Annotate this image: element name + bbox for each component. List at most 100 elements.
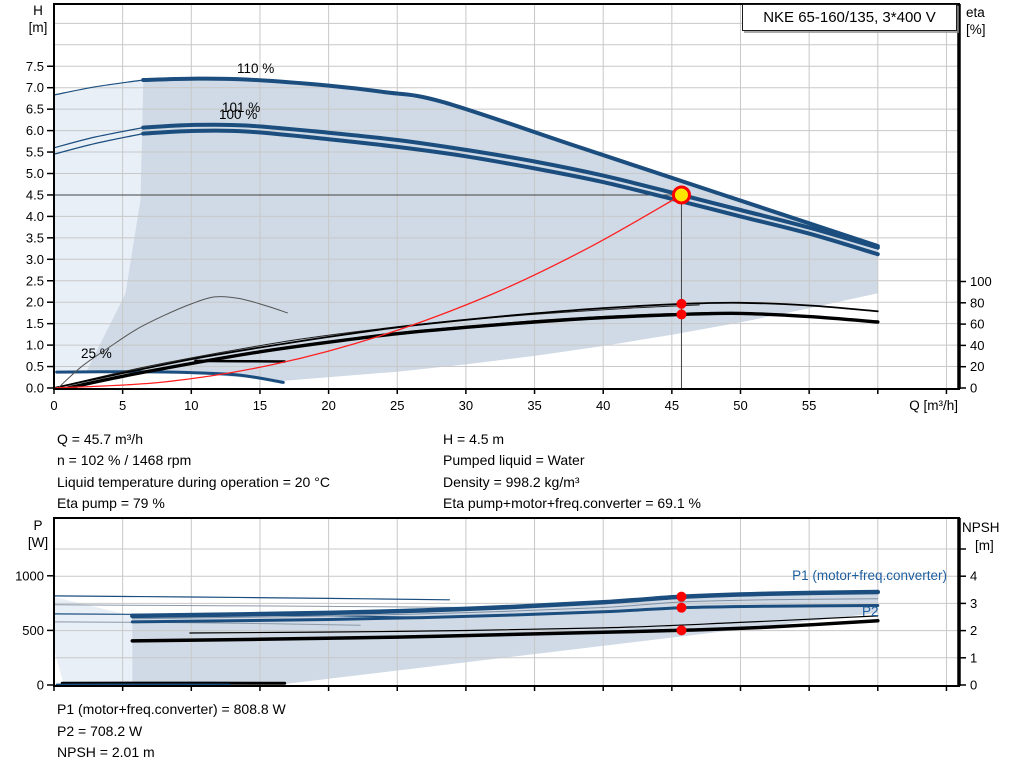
h-axis-unit: [m] (28, 20, 48, 35)
result-n: n = 102 % / 1468 rpm (57, 452, 192, 469)
h-axis-title: H (33, 3, 43, 18)
hq-chart: 0 5 10 15 20 25 30 35 40 45 50 55 0.0 0.5 1.0 1.5 2.0 2.5… (26, 3, 992, 413)
eta-pump-curve (53, 301, 879, 389)
hq-curve-25pct (55, 370, 285, 384)
left-tick-label: 1000 (15, 568, 44, 583)
left-tick-label: 7.0 (26, 80, 44, 95)
right-tick-label: 2 (970, 623, 977, 638)
result-block-right: H = 4.5 m Pumped liquid = Water Density … (443, 429, 701, 515)
left-tick-label: 0.5 (26, 359, 44, 374)
x-tick-label: 40 (596, 398, 610, 413)
x-tick-label: 15 (253, 398, 267, 413)
result-q: Q = 45.7 m³/h (57, 431, 143, 447)
result-eta-pump: Eta pump = 79 % (57, 495, 165, 512)
result-density: Density = 998.2 kg/m³ (443, 473, 580, 490)
left-tick-label: 3.5 (26, 230, 44, 245)
result-block-left: Q = 45.7 m³/h n = 102 % / 1468 rpm Liqui… (57, 429, 330, 515)
curve-label-25pct: 25 % (81, 346, 112, 361)
system-curve (53, 194, 683, 389)
npsh-axis-title: NPSH (962, 520, 1000, 535)
x-tick-label: 25 (390, 398, 404, 413)
speed-envelope-pale (54, 79, 144, 373)
p1-curve (130, 589, 881, 619)
right-tick-label: 4 (970, 569, 977, 584)
p-fan-line-1 (53, 595, 450, 601)
x-tick-label: 5 (119, 398, 126, 413)
power-envelope-pale (54, 596, 133, 685)
left-tick-label: 0 (37, 678, 44, 693)
curve-110pct-min-flow-tail (53, 79, 144, 96)
x-tick-label: 10 (184, 398, 198, 413)
curve-label-100pct: 100 % (219, 107, 258, 122)
npsh-axis-unit: [m] (975, 538, 994, 553)
left-tick-label: 0.0 (26, 381, 44, 396)
right-tick-label: 80 (970, 295, 984, 310)
npsh-dot (676, 625, 687, 636)
right-tick-label: 0 (970, 381, 977, 396)
p-fan-line-2 (53, 604, 501, 609)
right-tick-label: 60 (970, 317, 984, 332)
q-axis-title: Q [m³/h] (909, 398, 958, 413)
left-tick-label: 4.5 (26, 187, 44, 202)
right-tick-label: 1 (970, 650, 977, 665)
p-fan-line-4 (53, 621, 361, 626)
p-axis-title: P (33, 518, 43, 533)
x-tick-label: 50 (733, 398, 747, 413)
left-tick-label: 3.0 (26, 252, 44, 267)
left-tick-label: 6.0 (26, 123, 44, 138)
x-tick-label: 55 (802, 398, 816, 413)
result-npsh: NPSH = 2.01 m (57, 744, 155, 761)
npsh-curve (130, 619, 880, 643)
curve-label-110pct: 110 % (237, 61, 275, 76)
x-tick-label: 45 (665, 398, 679, 413)
left-tick-label: 2.0 (26, 295, 44, 310)
left-tick-label: 1.0 (26, 338, 44, 353)
curve-101pct-min-flow-tail (53, 127, 144, 149)
hq-curve-110pct (141, 76, 880, 248)
operating-point-marker[interactable] (671, 185, 691, 205)
x-tick-label: 35 (527, 398, 541, 413)
npsh-thin-curve (189, 615, 879, 634)
curve-100pct-min-flow-tail (53, 133, 144, 155)
right-tick-label: 20 (970, 359, 984, 374)
result-p2: P2 = 708.2 W (57, 722, 143, 739)
eta-25pct-arc (57, 296, 288, 389)
left-tick-label: 5.0 (26, 166, 44, 181)
p2-dot (676, 602, 687, 613)
right-tick-label: 40 (970, 338, 984, 353)
left-tick-label: 2.5 (26, 273, 44, 288)
p-axis-unit: [W] (27, 535, 49, 550)
curve-label-101pct: 101 % (222, 100, 261, 115)
result-temp: Liquid temperature during operation = 20… (57, 473, 330, 490)
eta-axis-title: eta (966, 5, 985, 20)
left-tick-label: 4.0 (26, 209, 44, 224)
p2-curve (130, 604, 880, 624)
right-tick-label: 3 (970, 596, 977, 611)
curve-label-p2: P2 (862, 604, 879, 619)
curve-label-p1: P1 (motor+freq.converter) (792, 568, 947, 583)
result-p1: P1 (motor+freq.converter) = 808.8 W (57, 701, 286, 717)
p-mid-speed-line (131, 598, 879, 620)
left-tick-label: 7.5 (26, 59, 44, 74)
right-tick-label: 100 (970, 274, 992, 289)
hq-curve-101pct (141, 122, 880, 250)
eta-pump-motor-freq-curve (66, 311, 880, 390)
eta-pump-dot (676, 298, 687, 309)
eta-axis-unit: [%] (966, 22, 986, 37)
left-tick-label: 6.5 (26, 102, 44, 117)
result-block-bottom: P1 (motor+freq.converter) = 808.8 W P2 =… (57, 699, 286, 764)
left-tick-label: 5.5 (26, 145, 44, 160)
result-h: H = 4.5 m (443, 431, 505, 447)
x-tick-label: 30 (459, 398, 473, 413)
x-tick-label: 0 (50, 398, 57, 413)
result-liquid: Pumped liquid = Water (443, 452, 585, 469)
x-tick-label: 20 (321, 398, 335, 413)
p1-dot (676, 591, 687, 602)
right-tick-label: 0 (970, 678, 977, 693)
left-tick-label: 500 (22, 623, 44, 638)
eta-25pct-flat (194, 359, 286, 363)
eta-total-dot (676, 309, 687, 320)
pump-title-box: NKE 65-160/135, 3*400 V (742, 4, 957, 31)
left-tick-label: 1.5 (26, 316, 44, 331)
